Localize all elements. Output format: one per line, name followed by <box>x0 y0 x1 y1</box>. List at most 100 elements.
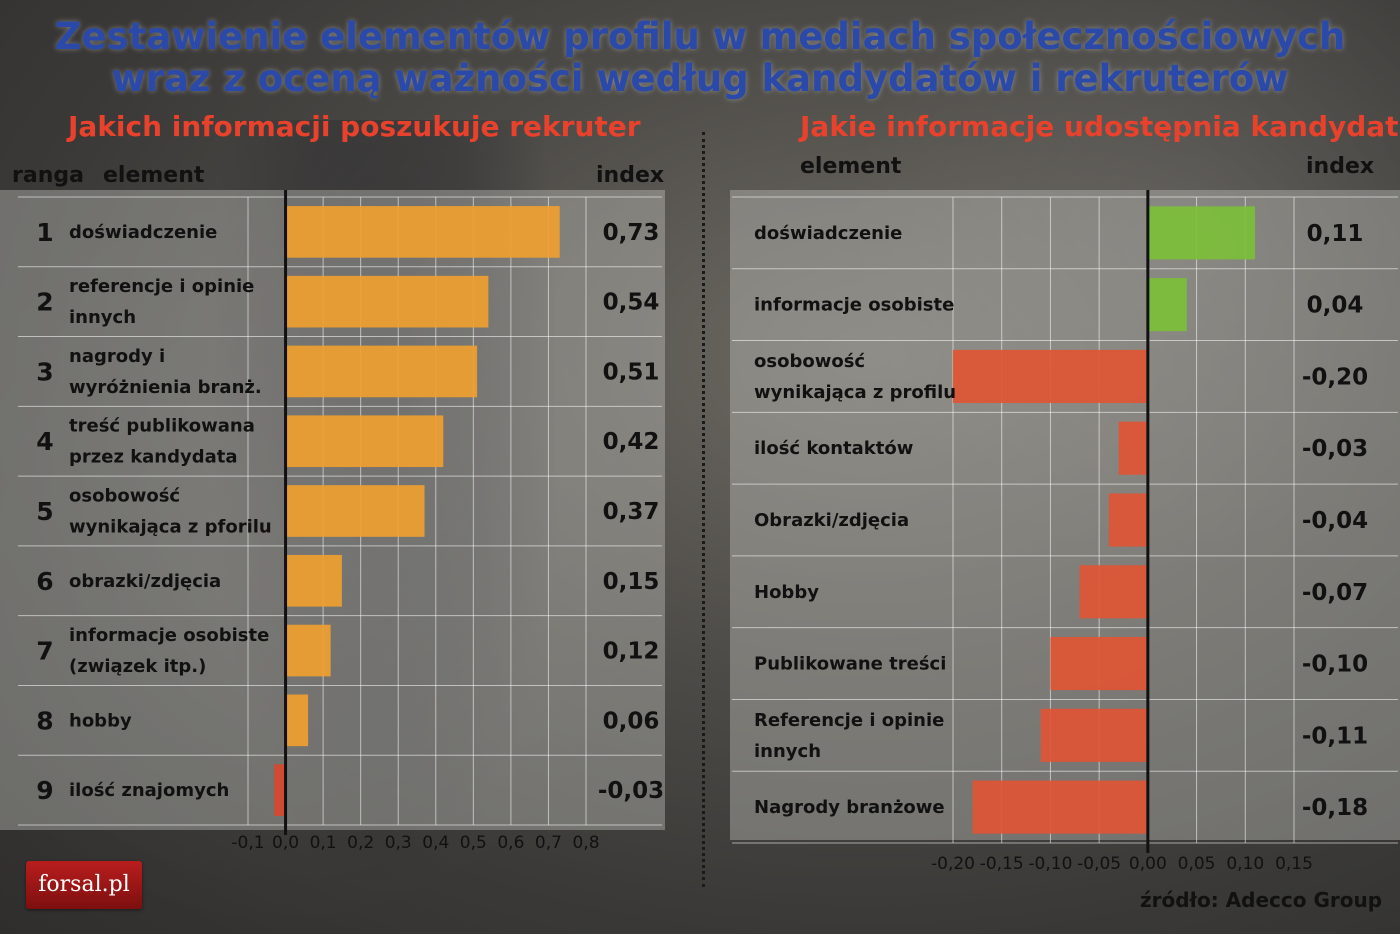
rank-label: 8 <box>36 706 53 735</box>
infographic-title: Zestawienie elementów profilu w mediach … <box>0 16 1400 100</box>
bar-2 <box>1147 278 1187 332</box>
bar-6 <box>285 554 342 607</box>
bar-1 <box>285 206 560 258</box>
x-tick-label: 0,1 <box>310 833 337 853</box>
rank-label: 1 <box>36 218 53 247</box>
bar-7 <box>285 624 331 677</box>
bar-5 <box>1108 493 1148 547</box>
rank-label: 2 <box>36 288 53 317</box>
value-label: -0,03 <box>1302 436 1368 462</box>
value-label: 0,37 <box>603 499 660 525</box>
x-tick-label: 0,4 <box>422 833 449 853</box>
bar-8 <box>285 694 309 747</box>
value-label: 0,42 <box>603 429 660 455</box>
value-label: 0,11 <box>1307 221 1364 247</box>
bar-5 <box>285 485 425 537</box>
category-label: innych <box>69 307 136 328</box>
category-label: wynikająca z pforilu <box>69 517 272 538</box>
category-label: informacje osobiste <box>754 295 954 316</box>
bar-8 <box>1040 708 1148 762</box>
value-label: -0,03 <box>598 778 664 804</box>
x-tick-label: 0,5 <box>460 833 487 853</box>
rank-label: 4 <box>36 427 53 456</box>
category-label: obrazki/zdjęcia <box>69 571 221 592</box>
x-tick-label: -0,20 <box>931 854 975 874</box>
value-label: 0,54 <box>603 290 660 316</box>
value-label: -0,07 <box>1302 580 1368 606</box>
value-label: -0,10 <box>1302 652 1368 678</box>
category-label: referencje i opinie <box>69 276 254 297</box>
x-tick-label: 0,7 <box>535 833 562 853</box>
category-label: przez kandydata <box>69 447 238 468</box>
category-label: Nagrody branżowe <box>754 797 945 818</box>
x-tick-label: 0,8 <box>572 833 599 853</box>
value-label: 0,15 <box>603 569 660 595</box>
x-tick-label: -0,15 <box>980 854 1024 874</box>
category-label: ilość znajomych <box>69 780 229 801</box>
category-label: informacje osobiste <box>69 625 269 646</box>
category-label: nagrody i <box>69 346 165 367</box>
category-label: Publikowane treści <box>754 654 946 675</box>
right-chart-subtitle: Jakie informacje udostępnia kandydat <box>800 110 1399 143</box>
title-line-1: Zestawienie elementów profilu w mediach … <box>54 15 1346 58</box>
bar-4 <box>1118 421 1148 475</box>
value-label: -0,18 <box>1302 795 1368 821</box>
rank-label: 3 <box>36 357 53 386</box>
value-label: -0,20 <box>1302 364 1368 390</box>
bar-4 <box>285 415 444 468</box>
x-tick-label: 0,10 <box>1226 854 1264 874</box>
x-tick-label: 0,00 <box>1129 854 1167 874</box>
bar-9 <box>972 780 1148 834</box>
right-header-index: index <box>1306 154 1375 179</box>
left-header-rank: ranga <box>12 163 84 188</box>
bar-2 <box>285 275 489 328</box>
title-line-2: wraz z oceną ważności według kandydatów … <box>111 57 1289 100</box>
x-tick-label: 0,6 <box>497 833 524 853</box>
category-label: Hobby <box>754 582 819 603</box>
value-label: 0,51 <box>603 359 660 385</box>
category-label: Obrazki/zdjęcia <box>754 510 909 531</box>
bar-6 <box>1079 565 1148 619</box>
value-label: -0,11 <box>1302 723 1368 749</box>
category-label: treść publikowana <box>69 416 255 437</box>
dotted-divider <box>702 132 705 887</box>
right-header-element: element <box>800 154 902 179</box>
x-tick-label: 0,15 <box>1275 854 1313 874</box>
x-tick-label: 0,3 <box>385 833 412 853</box>
bar-3 <box>953 349 1148 404</box>
rank-label: 5 <box>36 497 53 526</box>
value-label: 0,12 <box>603 639 660 665</box>
x-tick-label: 0,05 <box>1178 854 1216 874</box>
bar-3 <box>285 345 478 398</box>
category-label: ilość kontaktów <box>754 438 913 459</box>
category-label: innych <box>754 741 821 762</box>
category-label: osobowość <box>754 351 865 372</box>
category-label: osobowość <box>69 486 180 507</box>
value-label: 0,06 <box>603 708 660 734</box>
candidate-bar-chart: -0,20 -0,15 -0,10 -0,05 0,00 0,05 0,10 0,15dośw… <box>754 190 1369 874</box>
bar-1 <box>1147 206 1256 260</box>
category-label: doświadczenie <box>69 222 217 243</box>
rank-label: 9 <box>36 776 53 805</box>
x-tick-label: 0,0 <box>272 833 299 853</box>
source-note: źródło: Adecco Group <box>1140 888 1383 912</box>
category-label: (związek itp.) <box>69 656 206 677</box>
value-label: 0,04 <box>1307 293 1364 319</box>
category-label: hobby <box>69 710 132 731</box>
left-header-element: element <box>103 163 205 188</box>
x-tick-label: 0,2 <box>347 833 374 853</box>
forsal-logo: forsal.pl <box>26 861 142 909</box>
x-tick-label: -0,10 <box>1028 854 1072 874</box>
rank-label: 7 <box>36 637 53 666</box>
value-label: 0,73 <box>603 220 660 246</box>
x-tick-label: -0,1 <box>231 833 264 853</box>
category-label: wyróżnienia branż. <box>69 377 262 398</box>
left-chart-subtitle: Jakich informacji poszukuje rekruter <box>68 110 641 143</box>
value-label: -0,04 <box>1302 508 1368 534</box>
category-label: Referencje i opinie <box>754 710 944 731</box>
bar-7 <box>1050 636 1148 691</box>
rank-label: 6 <box>36 567 53 596</box>
x-tick-label: -0,05 <box>1077 854 1121 874</box>
bar-9 <box>274 764 286 816</box>
left-header-index: index <box>596 163 665 188</box>
